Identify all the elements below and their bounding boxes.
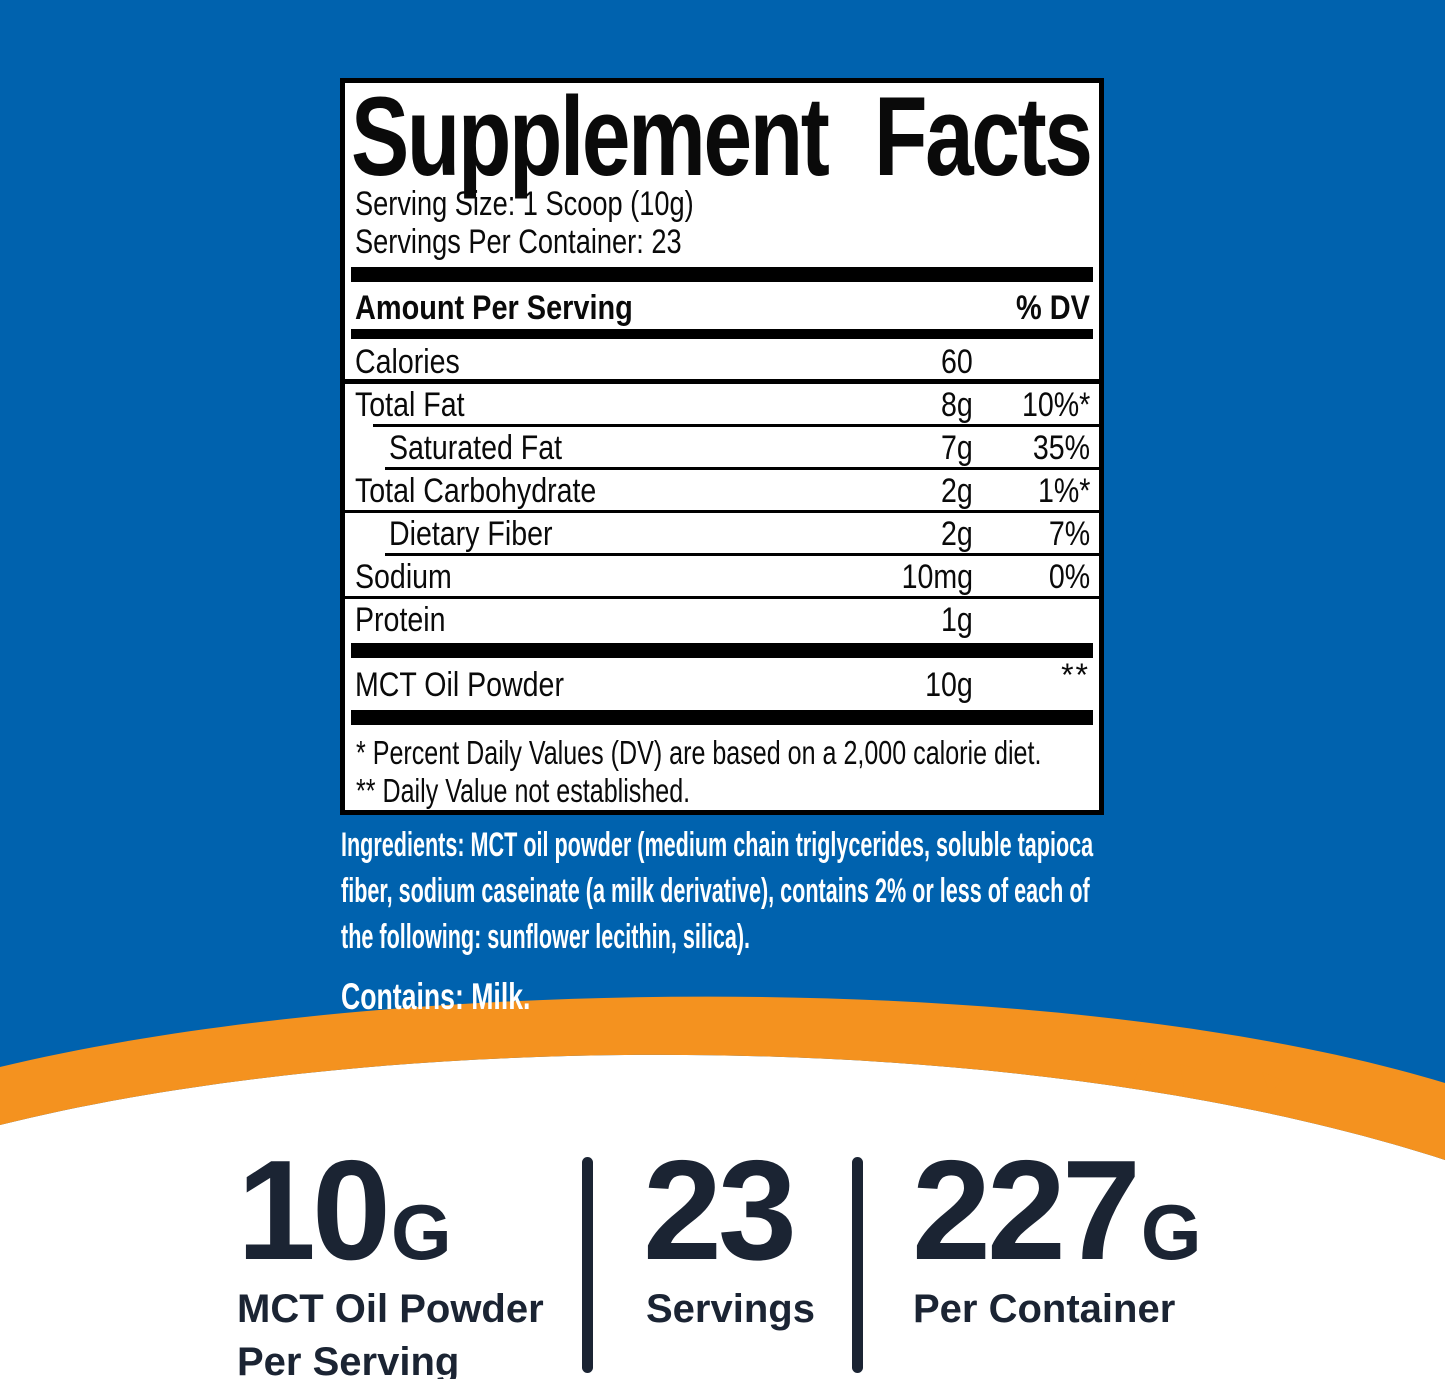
fact-amount: 60 bbox=[941, 343, 973, 381]
brush-spike bbox=[1131, 1058, 1157, 1088]
fact-amount: 1g bbox=[941, 601, 973, 639]
row-divider bbox=[385, 553, 1099, 556]
fact-row-total-carbohydrate: Total Carbohydrate 2g 1%* bbox=[345, 470, 1099, 513]
panel-title-word-supplement: Supplement bbox=[351, 74, 830, 199]
supplement-facts-panel: Supplement Facts Serving Size: 1 Scoop (… bbox=[340, 78, 1104, 815]
contains-allergen-text: Contains: Milk. bbox=[341, 976, 531, 1017]
fact-row-mct-oil-powder: MCT Oil Powder 10g ** bbox=[345, 659, 1099, 707]
serving-size-line: Serving Size: 1 Scoop (10g) bbox=[355, 185, 694, 223]
white-lower-area bbox=[0, 1054, 1445, 1379]
fact-amount: 10g bbox=[925, 666, 973, 704]
row-divider bbox=[345, 510, 1099, 513]
stat-value: 227 bbox=[912, 1131, 1141, 1290]
stat-grams-per-serving: 10G bbox=[237, 1140, 452, 1282]
facts-header-row: Amount Per Serving % DV bbox=[345, 289, 1099, 327]
footnote-daily-values: * Percent Daily Values (DV) are based on… bbox=[356, 734, 1042, 771]
fact-dv: 1%* bbox=[1037, 472, 1090, 510]
stat-label-servings: Servings bbox=[646, 1287, 815, 1331]
fact-dv: 0% bbox=[1048, 558, 1090, 596]
fact-name: Saturated Fat bbox=[389, 429, 563, 467]
stat-servings: 23 bbox=[643, 1140, 797, 1282]
footnote-not-established: ** Daily Value not established. bbox=[356, 772, 691, 809]
fact-dv: ** bbox=[1061, 657, 1090, 693]
fact-amount: 2g bbox=[941, 472, 973, 510]
fact-row-saturated-fat: Saturated Fat 7g 35% bbox=[345, 427, 1099, 470]
header-divider-bar bbox=[351, 329, 1093, 339]
fact-dv: 7% bbox=[1048, 515, 1090, 553]
fact-name: Total Fat bbox=[355, 386, 465, 424]
row-divider bbox=[345, 596, 1099, 599]
stat-label-mct-oil-powder: MCT Oil Powder Per Serving bbox=[237, 1287, 544, 1379]
stat-grams-per-container: 227G bbox=[912, 1140, 1202, 1282]
amount-per-serving-header: Amount Per Serving bbox=[355, 289, 633, 327]
fact-amount: 8g bbox=[941, 386, 973, 424]
stat-divider bbox=[582, 1157, 593, 1373]
fact-name: Sodium bbox=[355, 558, 452, 596]
thick-divider-bar bbox=[351, 267, 1093, 282]
row-divider bbox=[373, 424, 1099, 427]
brush-spike bbox=[1180, 1064, 1200, 1088]
panel-title: Supplement Facts bbox=[345, 74, 1099, 199]
thick-divider-bar bbox=[351, 643, 1093, 658]
percent-dv-header: % DV bbox=[1016, 289, 1090, 327]
fact-name: Dietary Fiber bbox=[389, 515, 553, 553]
fact-row-dietary-fiber: Dietary Fiber 2g 7% bbox=[345, 513, 1099, 556]
brush-spike bbox=[1262, 1072, 1282, 1094]
stat-unit: G bbox=[390, 1188, 452, 1276]
fact-row-total-fat: Total Fat 8g 10%* bbox=[345, 384, 1099, 427]
fact-row-protein: Protein 1g bbox=[345, 599, 1099, 642]
fact-name: MCT Oil Powder bbox=[355, 666, 564, 704]
brush-band bbox=[0, 996, 1445, 1160]
row-divider bbox=[345, 379, 1099, 384]
fact-dv: 10%* bbox=[1021, 386, 1090, 424]
fact-amount: 2g bbox=[941, 515, 973, 553]
fact-row-sodium: Sodium 10mg 0% bbox=[345, 556, 1099, 599]
fact-name: Protein bbox=[355, 601, 446, 639]
facts-rows: Calories 60 Total Fat 8g 10%* Saturated … bbox=[345, 341, 1099, 642]
fact-name: Calories bbox=[355, 343, 460, 381]
fact-dv: 35% bbox=[1032, 429, 1090, 467]
stat-value: 23 bbox=[643, 1131, 797, 1290]
fact-amount: 10mg bbox=[901, 558, 973, 596]
fact-amount: 7g bbox=[941, 429, 973, 467]
panel-title-word-facts: Facts bbox=[874, 74, 1093, 199]
servings-per-container-line: Servings Per Container: 23 bbox=[355, 223, 682, 261]
fact-name: Total Carbohydrate bbox=[355, 472, 597, 510]
stat-divider bbox=[852, 1157, 863, 1373]
ingredients-text: Ingredients: MCT oil powder (medium chai… bbox=[341, 826, 1094, 956]
thick-divider-bar bbox=[351, 710, 1093, 725]
row-divider bbox=[385, 467, 1099, 470]
stat-value: 10 bbox=[237, 1131, 391, 1290]
fact-row-calories: Calories 60 bbox=[345, 341, 1099, 384]
stat-unit: G bbox=[1140, 1188, 1202, 1276]
stat-label-per-container: Per Container bbox=[913, 1287, 1176, 1331]
